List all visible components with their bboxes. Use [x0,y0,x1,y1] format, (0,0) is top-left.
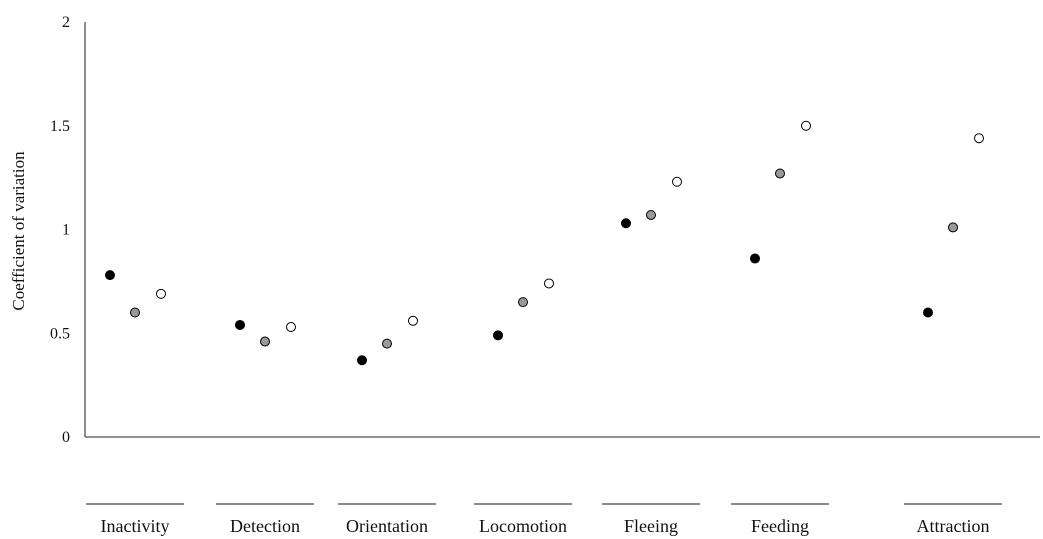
category-label: Orientation [346,516,428,536]
data-points [105,120,984,366]
data-point [948,222,958,233]
y-axis: 0 0.5 1 1.5 2 [50,14,86,446]
y-tick-label: 1.5 [50,118,70,135]
category-labels: Inactivity Detection Orientation Locomotion… [86,503,1002,536]
data-point [382,338,392,349]
data-point [621,218,631,229]
data-point [130,307,140,318]
y-tick-label: 0.5 [50,325,70,342]
data-point [235,319,245,330]
data-point [408,315,418,326]
data-point [156,288,166,299]
data-point [260,336,270,347]
category-label: Detection [230,516,300,536]
data-point [750,253,760,264]
data-point [923,307,933,318]
data-point [974,133,984,144]
y-axis-title: Coefficient of variation [9,151,28,311]
data-point [357,355,367,366]
data-point [646,209,656,220]
data-point [801,120,811,131]
data-point [672,176,682,187]
category-label: Feeding [751,516,809,536]
y-tick-label: 1 [62,222,70,239]
data-point [544,278,554,289]
data-point [518,297,528,308]
y-tick-label: 2 [62,14,70,31]
category-label: Inactivity [101,516,170,536]
data-point [493,330,503,341]
data-point [105,270,115,281]
data-point [286,322,296,333]
category-label: Attraction [917,516,990,536]
y-tick-label: 0 [62,429,70,446]
category-label: Fleeing [624,516,678,536]
category-label: Locomotion [479,516,567,536]
data-point [775,168,785,179]
